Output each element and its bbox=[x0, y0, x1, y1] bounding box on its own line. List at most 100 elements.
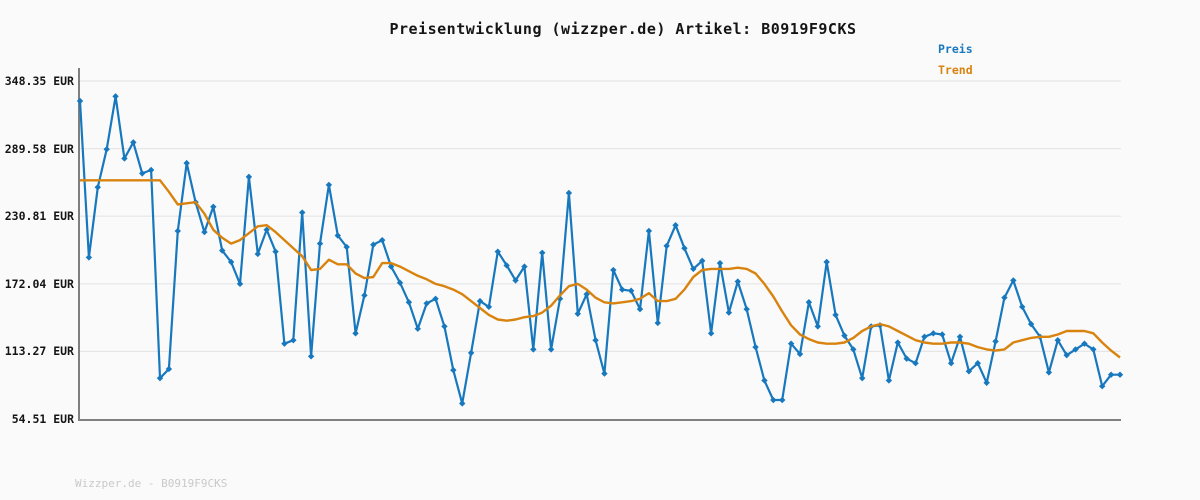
price-point-marker bbox=[912, 360, 919, 367]
price-point-marker bbox=[521, 263, 528, 270]
price-point-marker bbox=[1045, 369, 1053, 376]
price-point-marker bbox=[850, 346, 857, 353]
price-point-marker bbox=[325, 181, 333, 189]
y-tick-label: 54.51 EUR bbox=[11, 412, 74, 426]
price-point-marker bbox=[467, 349, 475, 357]
legend-item-trend: Trend bbox=[938, 63, 973, 77]
price-point-marker bbox=[859, 374, 866, 382]
footer-watermark: Wizzper.de - B0919F9CKS bbox=[75, 477, 228, 490]
price-point-marker bbox=[796, 350, 804, 358]
price-point-marker bbox=[1027, 320, 1035, 328]
price-point-marker bbox=[103, 146, 110, 153]
trend-line bbox=[80, 179, 1121, 359]
price-point-marker bbox=[139, 170, 146, 177]
price-point-marker bbox=[921, 333, 928, 340]
y-axis-labels: 348.35 EUR 289.58 EUR 230.81 EUR 172.04 EUR… bbox=[0, 0, 74, 500]
price-point-marker bbox=[112, 93, 119, 100]
price-point-marker bbox=[601, 370, 608, 377]
price-point-marker bbox=[414, 325, 421, 332]
price-point-marker bbox=[174, 227, 181, 235]
price-point-marker bbox=[1107, 371, 1115, 378]
price-point-marker bbox=[707, 330, 715, 337]
price-point-marker bbox=[779, 396, 786, 404]
price-point-marker bbox=[1063, 351, 1070, 359]
price-point-marker bbox=[450, 366, 457, 374]
price-point-marker bbox=[610, 266, 617, 274]
y-tick-label: 172.04 EUR bbox=[4, 276, 74, 291]
price-point-marker bbox=[503, 262, 510, 269]
price-point-marker bbox=[476, 297, 484, 305]
price-point-marker bbox=[1081, 340, 1088, 347]
price-point-marker bbox=[734, 278, 741, 285]
price-point-marker bbox=[130, 139, 137, 146]
price-point-marker bbox=[939, 331, 946, 338]
price-point-marker bbox=[316, 240, 324, 247]
price-point-marker bbox=[272, 248, 279, 255]
price-point-marker bbox=[965, 368, 973, 375]
price-point-marker bbox=[992, 338, 999, 345]
price-point-marker bbox=[201, 228, 208, 236]
chart-title: Preisentwicklung (wizzper.de) Artikel: B… bbox=[389, 20, 857, 38]
price-point-marker bbox=[236, 280, 244, 288]
price-point-marker bbox=[565, 189, 573, 197]
price-point-marker bbox=[885, 377, 893, 384]
price-point-marker bbox=[183, 159, 190, 167]
price-point-marker bbox=[396, 279, 404, 286]
price-point-marker bbox=[1054, 337, 1061, 344]
price-point-marker bbox=[983, 379, 990, 386]
price-point-marker bbox=[956, 333, 964, 340]
price-point-marker bbox=[681, 244, 688, 252]
price-point-marker bbox=[334, 232, 341, 239]
price-point-marker bbox=[805, 299, 813, 306]
price-point-marker bbox=[547, 346, 555, 353]
price-point-marker bbox=[574, 310, 581, 317]
price-point-marker bbox=[147, 166, 155, 174]
price-point-marker bbox=[165, 365, 173, 373]
y-tick-label: 348.35 EUR bbox=[4, 74, 74, 88]
price-point-marker bbox=[1019, 303, 1026, 311]
price-point-marker bbox=[947, 360, 955, 367]
price-point-marker bbox=[210, 203, 217, 210]
price-point-marker bbox=[645, 227, 653, 235]
price-point-marker bbox=[1099, 383, 1106, 390]
price-point-marker bbox=[405, 299, 413, 306]
y-tick-label: 230.81 EUR bbox=[4, 209, 74, 224]
price-point-marker bbox=[94, 184, 101, 191]
legend-item-preis: Preis bbox=[938, 42, 973, 56]
price-point-marker bbox=[672, 221, 679, 229]
price-point-marker bbox=[307, 353, 315, 360]
price-point-marker bbox=[76, 97, 84, 105]
price-point-marker bbox=[352, 330, 359, 337]
price-point-marker bbox=[627, 287, 635, 294]
price-point-marker bbox=[1116, 371, 1124, 378]
price-point-marker bbox=[699, 257, 706, 265]
price-point-marker bbox=[343, 243, 350, 251]
price-point-marker bbox=[1010, 277, 1017, 284]
price-point-marker bbox=[725, 309, 733, 316]
price-point-marker bbox=[85, 254, 93, 261]
legend: Preis Trend bbox=[938, 39, 973, 81]
price-point-marker bbox=[663, 242, 670, 250]
price-point-marker bbox=[299, 209, 306, 216]
price-line bbox=[78, 95, 1120, 405]
price-point-marker bbox=[245, 173, 253, 181]
price-point-marker bbox=[1001, 294, 1008, 301]
price-point-marker bbox=[512, 277, 519, 284]
price-point-marker bbox=[619, 286, 626, 293]
price-point-marker bbox=[254, 250, 261, 258]
price-point-marker bbox=[539, 249, 546, 256]
price-point-marker bbox=[841, 332, 848, 339]
price-point-marker bbox=[770, 396, 777, 404]
price-point-marker bbox=[290, 337, 297, 344]
price-point-marker bbox=[592, 337, 599, 344]
price-point-marker bbox=[716, 259, 724, 267]
price-point-marker bbox=[894, 339, 901, 346]
price-point-marker bbox=[930, 330, 937, 337]
price-point-marker bbox=[636, 305, 644, 313]
price-point-marker bbox=[459, 400, 466, 407]
price-point-marker bbox=[494, 248, 501, 255]
price-point-marker bbox=[823, 258, 830, 266]
price-point-marker bbox=[787, 340, 795, 347]
price-point-marker bbox=[752, 343, 759, 351]
